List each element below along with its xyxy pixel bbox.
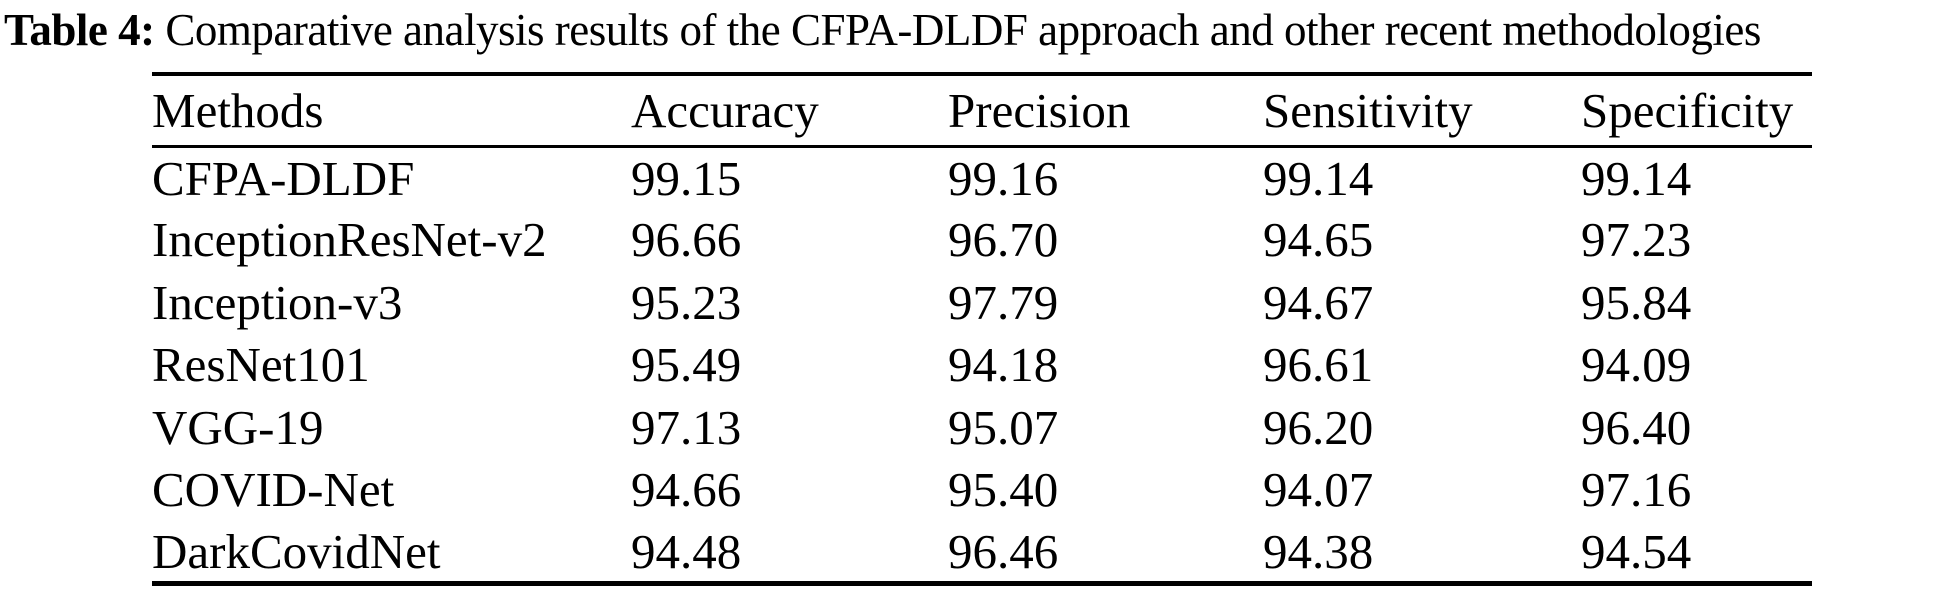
- value-cell: 94.07: [1263, 462, 1374, 518]
- value-cell: 95.23: [631, 274, 742, 330]
- value-cell: 94.18: [948, 337, 1059, 393]
- column-header-precision: Precision: [948, 74, 1263, 148]
- table-row: CFPA-DLDF 99.15 99.16 99.14 99.14: [152, 146, 1812, 209]
- header-row: Methods Accuracy Precision Sensitivity Speci…: [152, 74, 1812, 148]
- value-cell: 95.84: [1581, 274, 1692, 330]
- table-row: ResNet101 95.49 94.18 96.61 94.09: [152, 334, 1812, 397]
- value-cell: 99.14: [1581, 150, 1692, 206]
- column-header-sensitivity: Sensitivity: [1263, 74, 1581, 148]
- table-row: DarkCovidNet 94.48 96.46 94.38 94.54: [152, 521, 1812, 584]
- table-row: Inception-v3 95.23 97.79 94.67 95.84: [152, 271, 1812, 334]
- method-cell: DarkCovidNet: [152, 523, 441, 579]
- method-cell: VGG-19: [152, 399, 324, 455]
- value-cell: 97.79: [948, 274, 1059, 330]
- results-table: Methods Accuracy Precision Sensitivity Speci…: [152, 72, 1812, 586]
- value-cell: 96.46: [948, 523, 1059, 579]
- table-row: VGG-19 97.13 95.07 96.20 96.40: [152, 396, 1812, 459]
- table-caption-text: Comparative analysis results of the CFPA…: [165, 5, 1761, 55]
- table-row: InceptionResNet-v2 96.66 96.70 94.65 97.23: [152, 209, 1812, 272]
- value-cell: 94.38: [1263, 523, 1374, 579]
- value-cell: 97.13: [631, 399, 742, 455]
- value-cell: 96.70: [948, 212, 1059, 268]
- value-cell: 94.65: [1263, 212, 1374, 268]
- value-cell: 99.14: [1263, 150, 1374, 206]
- method-cell: Inception-v3: [152, 274, 403, 330]
- value-cell: 97.23: [1581, 212, 1692, 268]
- value-cell: 96.40: [1581, 399, 1692, 455]
- value-cell: 94.67: [1263, 274, 1374, 330]
- value-cell: 96.61: [1263, 337, 1374, 393]
- value-cell: 99.16: [948, 150, 1059, 206]
- value-cell: 95.49: [631, 337, 742, 393]
- value-cell: 95.40: [948, 462, 1059, 518]
- method-cell: InceptionResNet-v2: [152, 212, 547, 268]
- table-caption: Table 4: Comparative analysis results of…: [4, 0, 1761, 60]
- value-cell: 94.66: [631, 462, 742, 518]
- method-cell: ResNet101: [152, 337, 370, 393]
- method-cell: COVID-Net: [152, 462, 395, 518]
- table-caption-label: Table 4:: [4, 5, 155, 55]
- value-cell: 97.16: [1581, 462, 1692, 518]
- column-header-specificity: Specificity: [1581, 74, 1812, 148]
- value-cell: 99.15: [631, 150, 742, 206]
- value-cell: 94.54: [1581, 523, 1692, 579]
- value-cell: 94.48: [631, 523, 742, 579]
- value-cell: 96.66: [631, 212, 742, 268]
- column-header-accuracy: Accuracy: [631, 74, 948, 148]
- value-cell: 95.07: [948, 399, 1059, 455]
- table-row: COVID-Net 94.66 95.40 94.07 97.16: [152, 459, 1812, 522]
- value-cell: 94.09: [1581, 337, 1692, 393]
- method-cell: CFPA-DLDF: [152, 150, 415, 206]
- column-header-methods: Methods: [152, 74, 631, 148]
- value-cell: 96.20: [1263, 399, 1374, 455]
